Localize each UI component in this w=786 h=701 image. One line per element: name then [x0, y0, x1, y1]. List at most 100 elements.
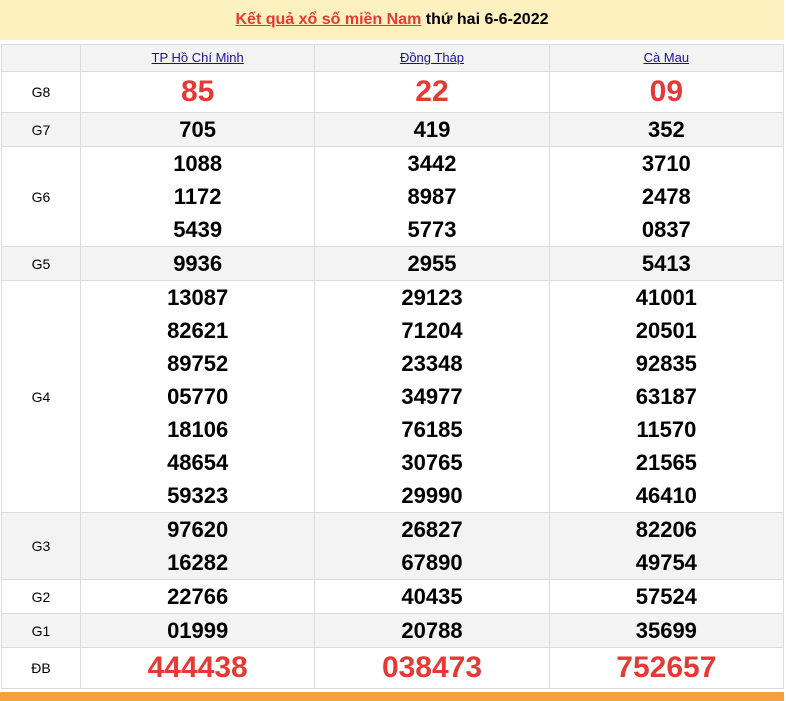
- prize-cell: 57524: [548, 579, 785, 614]
- prize-number: 76185: [401, 417, 463, 442]
- prize-label: G5: [1, 246, 81, 281]
- prize-number: 18106: [167, 417, 229, 442]
- prize-number: 752657: [616, 651, 717, 684]
- prize-cell: 26827 67890: [314, 512, 550, 580]
- prize-number: 352: [647, 117, 685, 142]
- prize-number: 34977: [401, 384, 463, 409]
- prize-label: ĐB: [1, 647, 81, 689]
- prize-label: G7: [1, 112, 81, 147]
- prize-cell: 705: [79, 112, 316, 147]
- prize-label: G8: [1, 71, 81, 113]
- prize-number: 29990: [401, 483, 463, 508]
- prize-number: 8987: [407, 184, 457, 209]
- results-table: TP Hồ Chí Minh Đồng Tháp Cà Mau G8 85 22 09…: [1, 44, 785, 689]
- prize-cell: 97620 16282: [79, 512, 316, 580]
- prize-number: 57524: [635, 584, 697, 609]
- prize-cell: 1088 1172 5439: [79, 146, 316, 247]
- prize-number: 21565: [635, 450, 697, 475]
- prize-cell: 419: [314, 112, 550, 147]
- prize-number: 1172: [173, 184, 222, 209]
- prize-number: 35699: [635, 618, 697, 643]
- prize-number: 97620: [167, 517, 229, 542]
- prize-number: 2955: [407, 251, 457, 276]
- province-header: Cà Mau: [548, 44, 785, 72]
- prize-number: 29123: [401, 285, 463, 310]
- province-link-dong-thap[interactable]: Đồng Tháp: [399, 50, 465, 65]
- prize-cell: 352: [548, 112, 785, 147]
- province-header: Đồng Tháp: [314, 44, 550, 72]
- prize-number: 59323: [167, 483, 229, 508]
- prize-cell: 85: [79, 71, 316, 113]
- prize-cell: 9936: [79, 246, 316, 281]
- prize-cell: 40435: [314, 579, 550, 614]
- prize-number: 89752: [167, 351, 229, 376]
- prize-number: 419: [413, 117, 451, 142]
- prize-cell: 01999: [79, 613, 316, 648]
- prize-row-đb: ĐB 444438 038473 752657: [1, 647, 785, 689]
- prize-cell: 2955: [314, 246, 550, 281]
- prize-number: 038473: [381, 651, 483, 684]
- prize-row-g8: G8 85 22 09: [1, 71, 785, 113]
- prize-number: 444438: [147, 651, 248, 684]
- prize-number: 71204: [401, 318, 463, 343]
- prize-number: 0837: [641, 217, 691, 242]
- prize-number: 22: [415, 75, 449, 108]
- prize-number: 20501: [635, 318, 697, 343]
- prize-label: G2: [1, 579, 81, 614]
- prize-cell: 82206 49754: [548, 512, 785, 580]
- table-header-row: TP Hồ Chí Minh Đồng Tháp Cà Mau: [1, 44, 785, 72]
- prize-cell: 038473: [314, 647, 550, 689]
- prize-cell: 3710 2478 0837: [548, 146, 785, 247]
- prize-number: 82621: [167, 318, 229, 343]
- prize-number: 20788: [401, 618, 463, 643]
- results-title-link[interactable]: Kết quả xổ số miền Nam: [235, 11, 422, 28]
- prize-number: 3710: [641, 151, 691, 176]
- prize-number: 40435: [401, 584, 463, 609]
- prize-row-g4: G4 13087 82621 89752 05770 18106 48654 59323 291…: [1, 280, 785, 513]
- prize-cell: 22: [314, 71, 550, 113]
- prize-number: 5773: [407, 217, 457, 242]
- prize-label: G3: [1, 512, 81, 580]
- prize-number: 5439: [173, 217, 223, 242]
- prize-number: 9936: [173, 251, 223, 276]
- province-link-ca-mau[interactable]: Cà Mau: [643, 50, 690, 65]
- prize-number: 01999: [167, 618, 229, 643]
- prize-row-g7: G7 705 419 352: [1, 112, 785, 147]
- prize-row-g2: G2 22766 40435 57524: [1, 579, 785, 614]
- prize-number: 05770: [167, 384, 229, 409]
- prize-label: G1: [1, 613, 81, 648]
- prize-cell: 20788: [314, 613, 550, 648]
- prize-number: 09: [649, 75, 684, 108]
- prize-number: 13087: [167, 285, 229, 310]
- prize-number: 5413: [641, 251, 691, 276]
- footer-bar: [0, 692, 784, 701]
- province-link-hcm[interactable]: TP Hồ Chí Minh: [151, 50, 244, 65]
- results-date: thứ hai 6-6-2022: [421, 11, 549, 28]
- prize-number: 41001: [635, 285, 697, 310]
- prize-label: G4: [1, 280, 81, 513]
- prize-number: 67890: [401, 550, 463, 575]
- prize-cell: 5413: [548, 246, 785, 281]
- prize-cell: 752657: [548, 647, 785, 689]
- prize-number: 1088: [173, 151, 223, 176]
- prize-label: G6: [1, 146, 81, 247]
- prize-number: 48654: [167, 450, 229, 475]
- prize-cell: 444438: [79, 647, 316, 689]
- prize-cell: 22766: [79, 579, 316, 614]
- prize-number: 23348: [401, 351, 463, 376]
- header-empty-cell: [1, 44, 81, 72]
- prize-row-g6: G6 1088 1172 5439 3442 8987 5773 3710 2478 0837: [1, 146, 785, 247]
- prize-number: 11570: [636, 417, 697, 442]
- prize-number: 705: [179, 117, 217, 142]
- prize-number: 22766: [167, 584, 229, 609]
- prize-cell: 41001 20501 92835 63187 11570 21565 46410: [548, 280, 785, 513]
- prize-number: 63187: [635, 384, 697, 409]
- prize-number: 49754: [635, 550, 697, 575]
- prize-row-g3: G3 97620 16282 26827 67890 82206 49754: [1, 512, 785, 580]
- prize-cell: 13087 82621 89752 05770 18106 48654 59323: [79, 280, 316, 513]
- prize-number: 16282: [167, 550, 229, 575]
- province-header: TP Hồ Chí Minh: [79, 44, 316, 72]
- prize-number: 3442: [407, 151, 457, 176]
- prize-number: 30765: [401, 450, 463, 475]
- prize-cell: 35699: [548, 613, 785, 648]
